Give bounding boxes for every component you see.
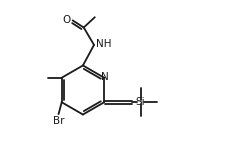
Text: NH: NH	[95, 39, 111, 49]
Text: Si: Si	[135, 97, 145, 107]
Text: Br: Br	[53, 117, 64, 127]
Text: N: N	[101, 72, 108, 82]
Text: O: O	[62, 15, 70, 25]
